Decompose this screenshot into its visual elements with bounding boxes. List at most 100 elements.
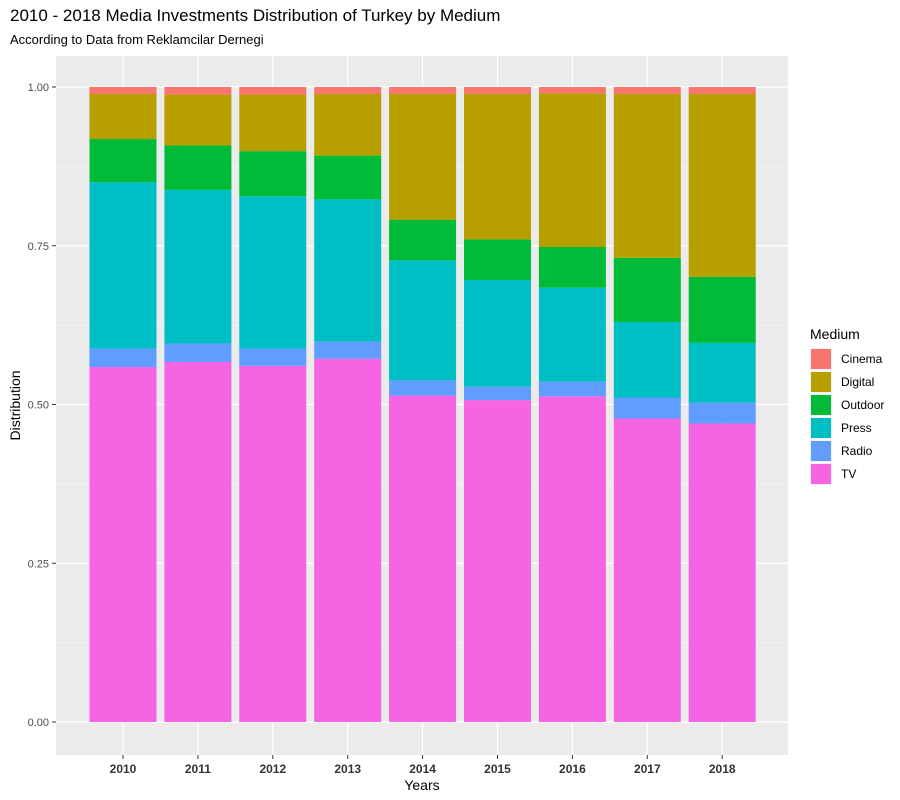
bar-cinema-2014 xyxy=(389,87,457,94)
bar-stack-2010 xyxy=(89,87,157,722)
x-tick-label: 2015 xyxy=(484,762,511,776)
bar-cinema-2018 xyxy=(688,87,756,94)
bar-press-2012 xyxy=(239,196,307,349)
x-tick-label: 2013 xyxy=(334,762,361,776)
bar-radio-2017 xyxy=(613,397,681,419)
legend-item-cinema: Cinema xyxy=(810,348,883,370)
bar-digital-2016 xyxy=(538,93,606,248)
bar-press-2018 xyxy=(688,342,756,403)
bar-digital-2015 xyxy=(464,93,531,240)
legend-label-digital: Digital xyxy=(841,375,874,389)
bar-radio-2014 xyxy=(389,380,457,396)
bar-press-2017 xyxy=(613,321,681,398)
bar-stack-2013 xyxy=(314,87,382,722)
bar-stack-2012 xyxy=(239,87,307,722)
legend-swatch-digital xyxy=(811,372,831,392)
bar-radio-2013 xyxy=(314,341,382,359)
legend-label-outdoor: Outdoor xyxy=(841,398,884,412)
legend-item-outdoor: Outdoor xyxy=(810,394,884,416)
y-tick-label: 0.50 xyxy=(28,400,49,412)
legend-swatch-cinema xyxy=(811,349,831,369)
bar-digital-2010 xyxy=(89,93,157,140)
y-tick-label: 0.75 xyxy=(28,241,49,253)
bar-tv-2010 xyxy=(89,367,157,722)
bar-tv-2014 xyxy=(389,395,457,722)
chart-title: 2010 - 2018 Media Investments Distributi… xyxy=(10,6,501,25)
bar-stack-2017 xyxy=(613,87,681,722)
bar-digital-2011 xyxy=(164,94,232,146)
bar-press-2013 xyxy=(314,199,382,342)
legend-item-digital: Digital xyxy=(810,371,874,393)
x-tick-label: 2017 xyxy=(634,762,661,776)
x-tick-label: 2016 xyxy=(559,762,586,776)
legend-label-radio: Radio xyxy=(841,444,873,458)
bar-radio-2018 xyxy=(688,402,756,424)
bar-outdoor-2010 xyxy=(89,139,157,183)
bar-outdoor-2015 xyxy=(464,239,531,281)
legend-item-radio: Radio xyxy=(810,440,873,462)
bar-press-2016 xyxy=(538,287,606,382)
legend-label-press: Press xyxy=(841,421,872,435)
y-tick-label: 1.00 xyxy=(28,82,49,94)
bar-cinema-2015 xyxy=(464,87,531,94)
bar-outdoor-2018 xyxy=(688,276,756,343)
bar-cinema-2017 xyxy=(613,87,681,94)
bar-tv-2012 xyxy=(239,365,307,722)
bar-press-2014 xyxy=(389,260,457,381)
legend-swatch-tv xyxy=(811,464,831,484)
x-tick-label: 2014 xyxy=(409,762,436,776)
bar-press-2010 xyxy=(89,182,157,349)
legend-item-tv: TV xyxy=(810,463,856,485)
bar-stack-2018 xyxy=(688,87,756,722)
x-tick-label: 2011 xyxy=(185,762,211,776)
bar-tv-2016 xyxy=(538,396,606,722)
legend-swatch-outdoor xyxy=(811,395,831,415)
bar-digital-2013 xyxy=(314,93,382,156)
legend-label-tv: TV xyxy=(841,467,856,481)
bar-cinema-2010 xyxy=(89,87,157,94)
bar-outdoor-2012 xyxy=(239,151,307,197)
bar-press-2011 xyxy=(164,189,232,344)
x-tick-label: 2018 xyxy=(709,762,736,776)
bar-outdoor-2014 xyxy=(389,219,457,261)
bar-stack-2015 xyxy=(464,87,531,722)
bar-outdoor-2011 xyxy=(164,145,232,190)
legend-item-press: Press xyxy=(810,417,872,439)
bar-stack-2011 xyxy=(164,87,232,722)
bar-stack-2016 xyxy=(538,87,606,722)
bar-tv-2013 xyxy=(314,358,382,722)
bar-press-2015 xyxy=(464,280,531,387)
x-tick-label: 2010 xyxy=(110,762,137,776)
legend-label-cinema: Cinema xyxy=(841,352,883,366)
bar-radio-2015 xyxy=(464,386,531,401)
bar-tv-2015 xyxy=(464,400,531,722)
bar-digital-2018 xyxy=(688,93,756,277)
bar-outdoor-2013 xyxy=(314,155,382,200)
y-tick-label: 0.25 xyxy=(28,558,49,570)
bar-outdoor-2017 xyxy=(613,257,681,322)
chart-subtitle: According to Data from Reklamcilar Derne… xyxy=(10,32,264,47)
bar-radio-2011 xyxy=(164,343,232,362)
bar-cinema-2012 xyxy=(239,87,307,95)
bar-cinema-2013 xyxy=(314,87,382,94)
legend-swatch-press xyxy=(811,418,831,438)
bar-radio-2010 xyxy=(89,348,157,368)
bar-tv-2011 xyxy=(164,361,232,722)
bar-tv-2018 xyxy=(688,423,756,722)
x-tick-label: 2012 xyxy=(259,762,286,776)
bar-outdoor-2016 xyxy=(538,247,606,288)
bar-digital-2017 xyxy=(613,93,681,258)
x-axis-title: Years xyxy=(404,777,439,793)
bar-cinema-2016 xyxy=(538,87,606,94)
legend-title: Medium xyxy=(810,326,860,342)
bar-radio-2012 xyxy=(239,348,307,366)
y-tick-label: 0.00 xyxy=(28,717,49,729)
bar-digital-2012 xyxy=(239,94,307,152)
bar-cinema-2011 xyxy=(164,87,232,95)
bar-tv-2017 xyxy=(613,418,681,722)
y-axis-title: Distribution xyxy=(7,370,23,440)
legend-swatch-radio xyxy=(811,441,831,461)
bar-radio-2016 xyxy=(538,381,606,397)
bar-stack-2014 xyxy=(389,87,457,722)
